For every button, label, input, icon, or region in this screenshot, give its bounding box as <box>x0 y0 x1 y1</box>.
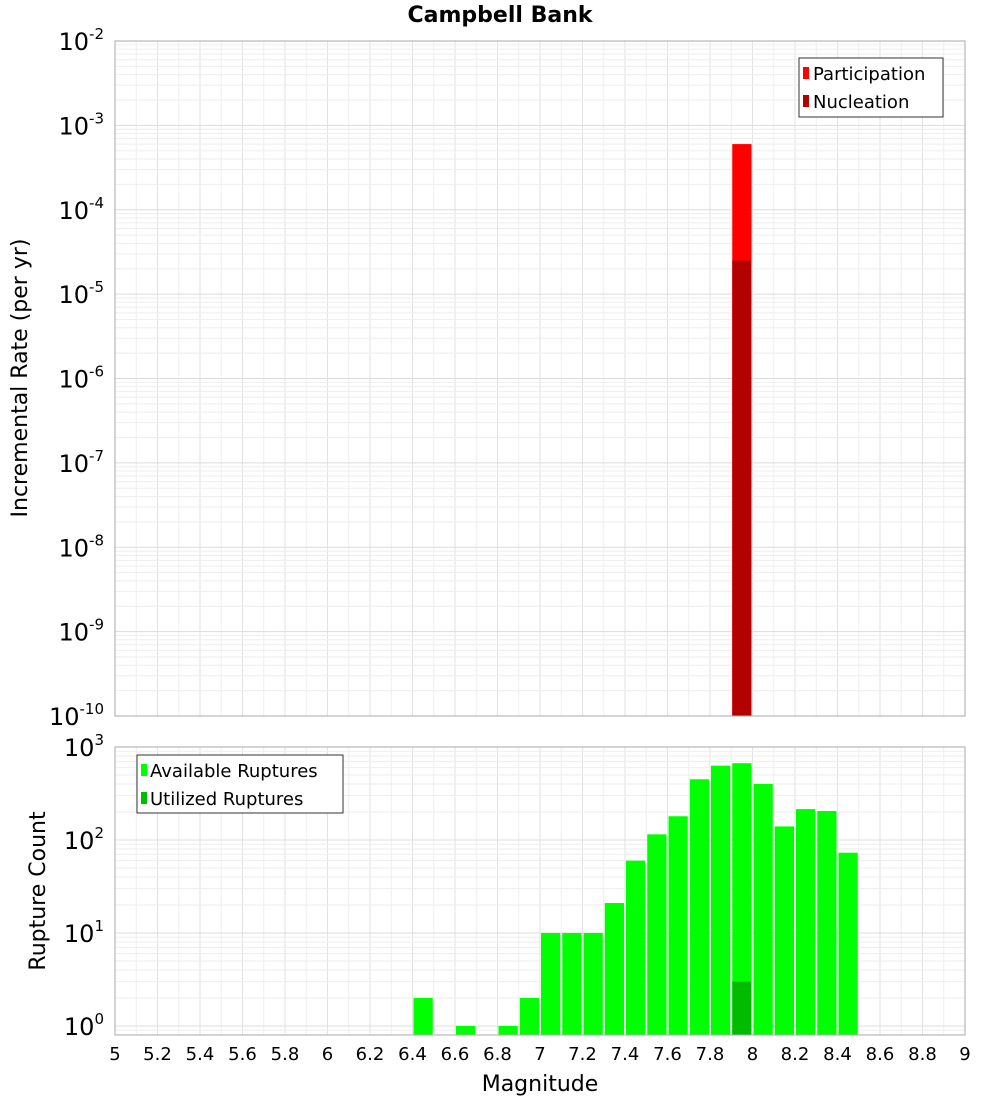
x-tick-label: 6.6 <box>441 1044 470 1065</box>
top-y-tick-label: 10-4 <box>58 194 104 225</box>
legend-label-nucleation: Nucleation <box>813 92 909 113</box>
x-tick-label: 5.2 <box>143 1044 172 1065</box>
x-tick-label: 8.6 <box>866 1044 895 1065</box>
bottom-bar-primary <box>774 826 794 1035</box>
top-y-tick-label: 10-3 <box>58 109 104 140</box>
top-y-tick-label: 10-8 <box>58 531 104 562</box>
bottom-y-axis-label: Rupture Count <box>26 811 51 971</box>
top-y-tick-label: 10-10 <box>49 700 104 731</box>
top-bars <box>732 144 752 716</box>
x-tick-label: 7 <box>534 1044 545 1065</box>
bottom-bar-primary <box>732 763 752 1035</box>
bottom-bar-primary <box>498 1025 518 1035</box>
legend-label-utilized-ruptures: Utilized Ruptures <box>150 789 303 810</box>
x-tick-label: 7.6 <box>653 1044 682 1065</box>
top-y-tick-labels: 10-10 10-9 10-8 10-7 10-6 10-5 10-4 10-3 10-2 <box>49 25 104 731</box>
legend-label-available-ruptures: Available Ruptures <box>150 761 318 782</box>
bottom-y-tick-label: 101 <box>64 917 104 948</box>
x-tick-labels: 5 5.2 5.4 5.6 5.8 6 6.2 6.4 6.6 6.8 7 7.2 7.4 7.6 7.8 8… <box>109 1044 970 1065</box>
bottom-bar-primary <box>668 816 688 1035</box>
x-axis-label: Magnitude <box>482 1072 599 1097</box>
bottom-bar-primary <box>689 779 709 1035</box>
x-tick-label: 8 <box>747 1044 758 1065</box>
bottom-bar-primary <box>838 852 858 1035</box>
bottom-bar-primary <box>456 1025 476 1035</box>
bottom-bar-primary <box>562 932 582 1035</box>
bottom-legend-box <box>136 754 344 814</box>
x-tick-label: 7.2 <box>568 1044 597 1065</box>
legend-swatch-utilized-ruptures <box>141 792 147 804</box>
x-tick-label: 8.2 <box>781 1044 810 1065</box>
top-y-tick-label: 10-5 <box>58 278 104 309</box>
legend-swatch-participation <box>803 67 809 79</box>
top-grid <box>114 40 966 717</box>
top-y-tick-label: 10-2 <box>58 25 104 56</box>
top-y-tick-label: 10-7 <box>58 447 104 478</box>
bottom-bar-primary <box>711 765 731 1035</box>
bottom-legend: Available Ruptures Utilized Ruptures <box>136 754 344 814</box>
bottom-y-tick-label: 100 <box>64 1010 104 1041</box>
x-tick-label: 6 <box>322 1044 333 1065</box>
x-tick-label: 5 <box>109 1044 120 1065</box>
bottom-bar-primary <box>796 809 816 1035</box>
legend-swatch-available-ruptures <box>141 764 147 776</box>
top-y-tick-label: 10-6 <box>58 363 104 394</box>
x-tick-label: 8.8 <box>908 1044 937 1065</box>
x-tick-label: 6.2 <box>356 1044 385 1065</box>
top-y-axis-label: Incremental Rate (per yr) <box>8 239 33 518</box>
x-tick-label: 5.6 <box>228 1044 257 1065</box>
bottom-y-tick-label: 103 <box>64 731 104 762</box>
x-tick-label: 9 <box>959 1044 970 1065</box>
x-tick-label: 6.4 <box>398 1044 427 1065</box>
x-tick-label: 5.4 <box>186 1044 215 1065</box>
bottom-bar-primary <box>519 997 539 1035</box>
legend-swatch-nucleation <box>803 95 809 107</box>
bottom-bar-primary <box>753 784 773 1035</box>
top-bar-secondary <box>732 260 752 716</box>
top-legend-box <box>798 57 944 118</box>
x-tick-label: 8.4 <box>823 1044 852 1065</box>
bottom-bar-primary <box>413 997 433 1035</box>
bottom-bar-secondary <box>732 981 752 1035</box>
top-panel: 10-10 10-9 10-8 10-7 10-6 10-5 10-4 10-3 10-2 In… <box>8 25 966 731</box>
x-tick-label: 6.8 <box>483 1044 512 1065</box>
bottom-bar-primary <box>541 932 561 1035</box>
bottom-bars <box>413 763 858 1035</box>
top-plot-frame <box>114 40 966 717</box>
bottom-bar-primary <box>647 834 667 1035</box>
bottom-bar-primary <box>817 811 837 1035</box>
x-tick-label: 7.4 <box>611 1044 640 1065</box>
chart-title: Campbell Bank <box>408 3 594 28</box>
legend-label-participation: Participation <box>813 64 925 85</box>
bottom-bar-primary <box>626 860 646 1035</box>
x-tick-label: 7.8 <box>696 1044 725 1065</box>
top-legend: Participation Nucleation <box>798 57 944 118</box>
bottom-bar-primary <box>604 903 624 1035</box>
x-tick-label: 5.8 <box>271 1044 300 1065</box>
bottom-panel: 100 101 102 103 5 5.2 5.4 5.6 5.8 6 6.2 6.4 6.6 6.8 7… <box>26 731 971 1097</box>
bottom-y-tick-label: 102 <box>64 824 104 855</box>
bottom-y-tick-labels: 100 101 102 103 <box>64 731 104 1041</box>
bottom-bar-primary <box>583 932 603 1035</box>
bottom-plot-frame <box>114 746 966 1036</box>
top-y-tick-label: 10-9 <box>58 616 104 647</box>
